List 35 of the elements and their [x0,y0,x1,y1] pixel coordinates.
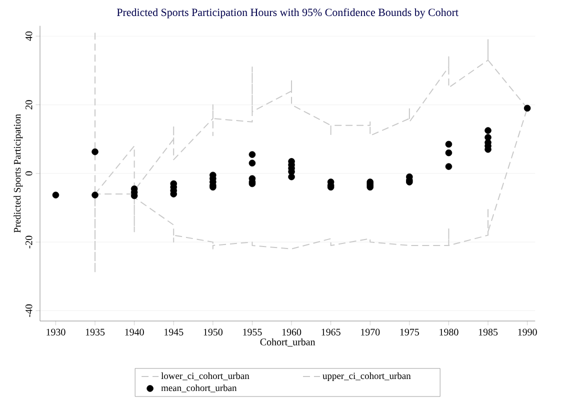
point [52,192,60,198]
point [484,127,492,134]
x-tick-label: 1970 [361,328,380,336]
y-tick-label: 20 [26,100,32,110]
point [445,149,452,156]
x-tick-label: 1965 [322,328,340,336]
point [445,140,452,148]
x-tick-label: 1940 [125,328,144,336]
legend-label: lower_ci_cohort_urban [161,372,250,380]
point [92,192,98,198]
x-tick-label: 1945 [164,328,184,336]
y-tick-label: 0 [26,171,32,176]
x-tick-label: 1980 [440,328,458,336]
point [445,163,452,170]
x-tick-label: 1975 [400,328,419,336]
x-tick-label: 1990 [518,328,537,336]
x-tick-label: 1935 [86,328,105,336]
x-tick-label: 1950 [204,328,223,336]
y-axis-title: Predicted Sports Participation [14,114,23,233]
legend-label: mean_cohort_urban [161,384,237,392]
point [524,104,531,112]
x-tick-label: 1955 [243,328,262,336]
point [248,160,256,167]
y-tick-label: -40 [26,304,32,317]
legend-label: upper_ci_cohort_urban [322,372,411,381]
y-tick-label: -20 [26,236,32,248]
point [248,151,256,158]
y-tick-label: 40 [26,32,32,41]
point [288,173,295,180]
x-tick-label: 1930 [46,328,66,336]
x-tick-label: 1985 [478,328,498,336]
x-tick-label: 1960 [282,328,302,336]
point [92,148,98,156]
chart-title: Predicted Sports Participation Hours with 95% Confidence Bounds by Cohort [116,8,458,18]
x-axis-title: Cohort_urban [260,338,316,347]
